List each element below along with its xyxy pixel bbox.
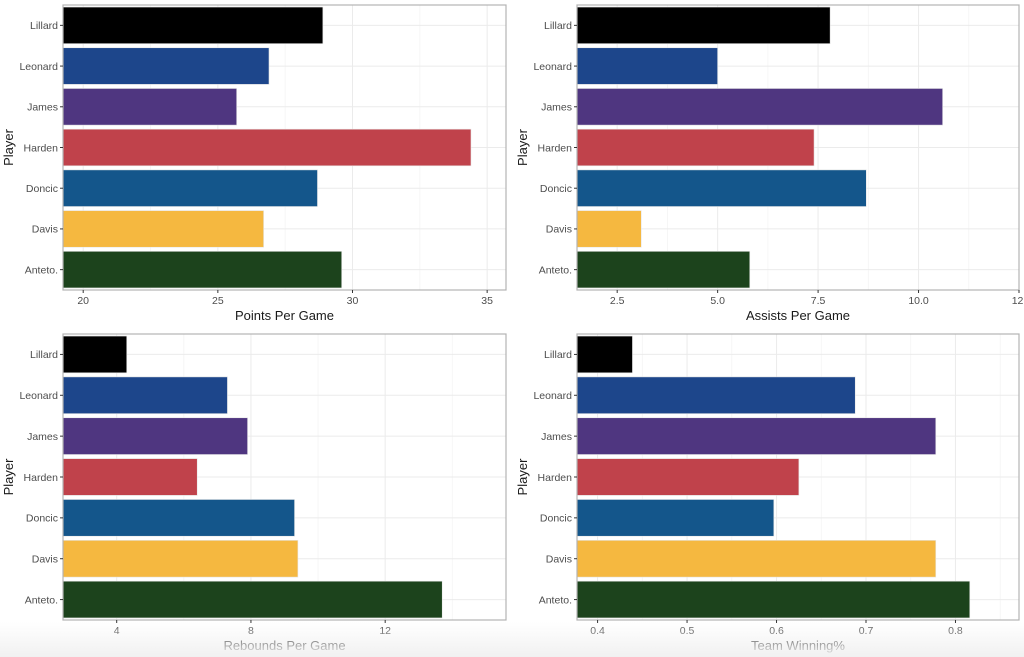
- x-axis-title: Assists Per Game: [746, 308, 850, 323]
- x-tick-label: 2.5: [610, 295, 625, 307]
- y-tick-label: Anteto.: [539, 264, 572, 276]
- bar-james: [576, 88, 943, 126]
- x-tick-label: 0.5: [680, 625, 695, 637]
- y-axis-title: Player: [1, 458, 16, 496]
- bar-leonard: [576, 376, 856, 414]
- x-tick-label: 12: [379, 625, 391, 637]
- bar-anteto: [62, 251, 343, 289]
- y-tick-label: Harden: [538, 472, 573, 484]
- y-tick-label: Doncic: [26, 513, 58, 525]
- bar-james: [576, 417, 937, 455]
- y-tick-label: Davis: [32, 554, 58, 566]
- y-tick-label: Harden: [24, 142, 59, 154]
- y-tick-label: Doncic: [26, 183, 58, 195]
- y-tick-label: Doncic: [540, 513, 572, 525]
- x-tick-label: 5.0: [710, 295, 725, 307]
- bar-doncic: [576, 169, 867, 207]
- y-axis-title: Player: [515, 458, 530, 496]
- x-axis-title: Rebounds Per Game: [223, 638, 345, 653]
- y-tick-label: Doncic: [540, 183, 572, 195]
- bar-harden: [62, 128, 472, 167]
- y-tick-label: Lillard: [30, 349, 58, 361]
- y-axis-title: Player: [1, 128, 16, 166]
- y-tick-label: Lillard: [544, 349, 572, 361]
- bar-davis: [576, 210, 642, 248]
- bar-anteto: [62, 580, 443, 619]
- bar-lillard: [62, 335, 128, 374]
- y-tick-label: Leonard: [19, 61, 58, 73]
- bar-lillard: [576, 6, 831, 44]
- y-axis-title: Player: [515, 128, 530, 166]
- y-tick-label: Anteto.: [25, 264, 58, 276]
- y-tick-label: James: [27, 431, 58, 443]
- x-tick-label: 30: [347, 295, 359, 307]
- x-tick-label: 0.6: [769, 625, 784, 637]
- chart-panel-1: Lillard Leonard James Harden Doncic Davis Ante…: [1, 4, 507, 323]
- y-tick-label: James: [27, 102, 58, 114]
- x-tick-label: 10.0: [908, 295, 929, 307]
- x-tick-label: 20: [77, 295, 89, 307]
- bar-james: [62, 417, 248, 455]
- chart-panel-4: Lillard Leonard James Harden Doncic Davis Ante…: [515, 333, 1020, 653]
- x-axis-title: Points Per Game: [235, 308, 334, 323]
- chart-panel-3: Lillard Leonard James Harden Doncic Davis Ante…: [1, 333, 507, 653]
- x-tick-label: 7.5: [811, 295, 826, 307]
- x-tick-label: 25: [212, 295, 224, 307]
- bar-leonard: [576, 47, 718, 85]
- y-tick-label: Lillard: [544, 20, 572, 32]
- y-tick-label: Leonard: [19, 390, 58, 402]
- bar-anteto: [576, 251, 751, 289]
- bar-leonard: [62, 376, 228, 414]
- x-tick-label: 12.: [1012, 295, 1024, 307]
- chart-panel-2: Lillard Leonard James Harden Doncic Davis Ante…: [515, 4, 1024, 323]
- x-tick-label: 0.7: [859, 625, 874, 637]
- y-tick-label: Leonard: [533, 61, 572, 73]
- y-tick-label: Davis: [32, 224, 58, 236]
- bar-leonard: [62, 47, 270, 85]
- x-tick-label: 4: [114, 625, 120, 637]
- bar-davis: [62, 540, 299, 578]
- bar-davis: [576, 540, 937, 578]
- y-tick-label: Anteto.: [25, 594, 58, 606]
- y-tick-label: Anteto.: [539, 594, 572, 606]
- bar-harden: [62, 458, 198, 496]
- y-tick-label: Davis: [546, 554, 572, 566]
- y-tick-label: Harden: [24, 472, 59, 484]
- bar-lillard: [576, 335, 633, 374]
- x-tick-label: 8: [248, 625, 254, 637]
- bar-davis: [62, 210, 264, 248]
- bar-harden: [576, 458, 800, 496]
- x-tick-label: 0.4: [590, 625, 605, 637]
- y-tick-label: James: [541, 431, 572, 443]
- bar-doncic: [62, 499, 295, 537]
- bar-doncic: [576, 499, 775, 537]
- y-tick-label: Harden: [538, 142, 573, 154]
- y-tick-label: Leonard: [533, 390, 572, 402]
- bar-lillard: [62, 6, 324, 44]
- bar-harden: [576, 128, 815, 167]
- bar-james: [62, 88, 237, 126]
- x-tick-label: 35: [481, 295, 493, 307]
- bar-anteto: [576, 580, 971, 619]
- y-tick-label: Lillard: [30, 20, 58, 32]
- bar-doncic: [62, 169, 318, 207]
- y-tick-label: James: [541, 102, 572, 114]
- x-axis-title: Team Winning%: [751, 638, 845, 653]
- y-tick-label: Davis: [546, 224, 572, 236]
- x-tick-label: 0.8: [948, 625, 963, 637]
